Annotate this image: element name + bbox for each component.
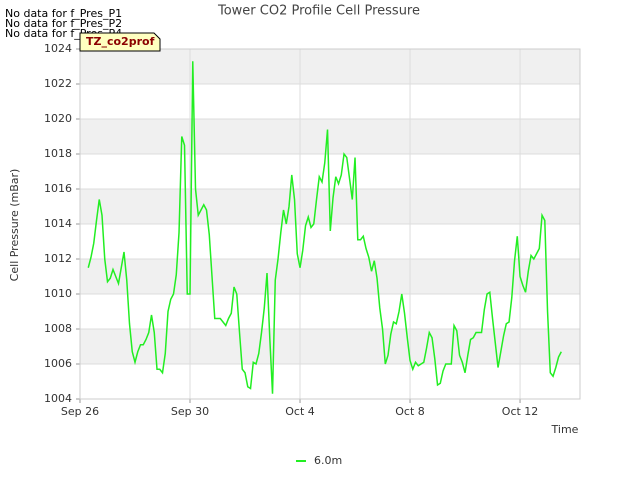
plot-frame bbox=[79, 48, 581, 400]
x-axis-label: Time bbox=[551, 423, 579, 436]
y-tick-label: 1018 bbox=[44, 147, 72, 160]
x-tick-label: Sep 30 bbox=[171, 405, 209, 418]
x-tick-label: Sep 26 bbox=[61, 405, 99, 418]
y-tick-label: 1006 bbox=[44, 357, 72, 370]
y-tick-label: 1024 bbox=[44, 42, 72, 55]
note: No data for f_Pres_P2 bbox=[5, 17, 122, 30]
y-tick-label: 1012 bbox=[44, 252, 72, 265]
y-axis-label: Cell Pressure (mBar) bbox=[8, 169, 21, 282]
x-tick-label: Oct 12 bbox=[502, 405, 539, 418]
tag-label: TZ_co2prof bbox=[86, 35, 155, 48]
y-tick-label: 1014 bbox=[44, 217, 72, 230]
x-tick-label: Oct 4 bbox=[285, 405, 315, 418]
y-tick-label: 1004 bbox=[44, 392, 72, 405]
grid-band bbox=[80, 259, 580, 294]
y-tick-label: 1008 bbox=[44, 322, 72, 335]
legend-label: 6.0m bbox=[314, 454, 342, 467]
grid-band bbox=[80, 49, 580, 84]
y-tick-label: 1022 bbox=[44, 77, 72, 90]
note: No data for f_Pres_P1 bbox=[5, 7, 122, 20]
tag-box bbox=[79, 32, 161, 52]
y-tick-label: 1020 bbox=[44, 112, 72, 125]
grid-band bbox=[80, 119, 580, 154]
y-tick-label: 1016 bbox=[44, 182, 72, 195]
x-tick-label: Oct 8 bbox=[395, 405, 425, 418]
chart-title: Tower CO2 Profile Cell Pressure bbox=[217, 4, 420, 19]
y-tick-label: 1010 bbox=[44, 287, 72, 300]
data-line bbox=[87, 61, 562, 394]
